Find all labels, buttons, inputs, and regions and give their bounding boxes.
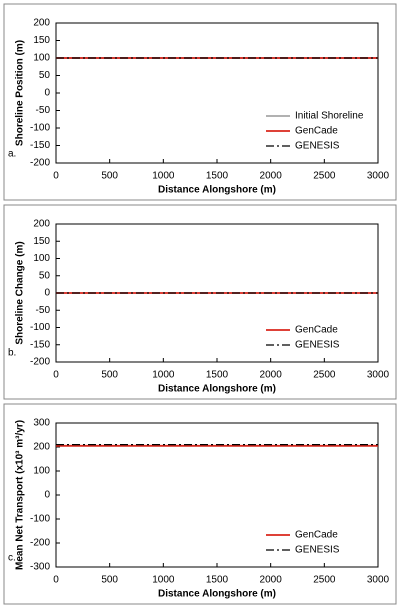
y-tick-label: 100 xyxy=(33,466,50,477)
x-tick-label: 2500 xyxy=(313,171,336,182)
x-tick-label: 500 xyxy=(101,575,118,586)
y-tick-label: 0 xyxy=(44,288,50,299)
y-tick-label: 200 xyxy=(33,219,50,230)
panel-frame xyxy=(3,204,397,400)
legend-label: GenCade xyxy=(295,530,338,541)
x-axis-label: Distance Alongshore (m) xyxy=(158,589,276,600)
x-tick-label: 1500 xyxy=(206,575,229,586)
x-tick-label: 2500 xyxy=(313,370,336,381)
y-tick-label: -100 xyxy=(30,123,50,134)
y-tick-label: 0 xyxy=(44,490,50,501)
y-tick-label: -200 xyxy=(30,538,50,549)
x-tick-label: 2500 xyxy=(313,575,336,586)
x-tick-label: 2000 xyxy=(260,370,283,381)
y-tick-label: 300 xyxy=(33,418,50,429)
y-tick-label: -100 xyxy=(30,322,50,333)
y-axis-label: Mean Net Transport (x10³ m³/yr) xyxy=(15,420,26,570)
x-tick-label: 1000 xyxy=(152,171,175,182)
y-axis-label: Shoreline Position (m) xyxy=(15,40,26,146)
x-tick-label: 3000 xyxy=(367,171,390,182)
x-tick-label: 1000 xyxy=(152,370,175,381)
x-tick-label: 3000 xyxy=(367,370,390,381)
panel-label: c. xyxy=(8,553,16,564)
x-tick-label: 500 xyxy=(101,370,118,381)
y-tick-label: -100 xyxy=(30,514,50,525)
y-tick-label: -150 xyxy=(30,140,50,151)
panel-label: b. xyxy=(8,348,16,359)
y-tick-label: -200 xyxy=(30,158,50,169)
legend-label: GenCade xyxy=(295,325,338,336)
panel-frame xyxy=(3,403,397,605)
y-tick-label: 150 xyxy=(33,35,50,46)
y-tick-label: -50 xyxy=(36,105,51,116)
y-tick-label: -200 xyxy=(30,357,50,368)
y-tick-label: 100 xyxy=(33,53,50,64)
y-axis-label: Shoreline Change (m) xyxy=(15,241,26,344)
y-tick-label: 200 xyxy=(33,442,50,453)
y-tick-label: 100 xyxy=(33,253,50,264)
x-tick-label: 2000 xyxy=(260,171,283,182)
x-tick-label: 1500 xyxy=(206,370,229,381)
x-tick-label: 0 xyxy=(53,171,59,182)
x-tick-label: 1500 xyxy=(206,171,229,182)
x-axis-label: Distance Alongshore (m) xyxy=(158,384,276,395)
legend-label: GENESIS xyxy=(295,141,340,152)
x-tick-label: 3000 xyxy=(367,575,390,586)
y-tick-label: -150 xyxy=(30,339,50,350)
y-tick-label: -300 xyxy=(30,562,50,573)
panel-frame xyxy=(3,3,397,201)
legend-label: GENESIS xyxy=(295,545,340,556)
x-tick-label: 1000 xyxy=(152,575,175,586)
x-tick-label: 2000 xyxy=(260,575,283,586)
y-tick-label: 0 xyxy=(44,88,50,99)
y-tick-label: -50 xyxy=(36,305,51,316)
y-tick-label: 200 xyxy=(33,18,50,29)
x-tick-label: 500 xyxy=(101,171,118,182)
legend-label: GENESIS xyxy=(295,340,340,351)
x-axis-label: Distance Alongshore (m) xyxy=(158,185,276,196)
panel-label: a. xyxy=(8,149,16,160)
legend-label: Initial Shoreline xyxy=(295,111,364,122)
legend-label: GenCade xyxy=(295,126,338,137)
x-tick-label: 0 xyxy=(53,575,59,586)
y-tick-label: 150 xyxy=(33,236,50,247)
y-tick-label: 50 xyxy=(39,270,51,281)
y-tick-label: 50 xyxy=(39,70,51,81)
x-tick-label: 0 xyxy=(53,370,59,381)
